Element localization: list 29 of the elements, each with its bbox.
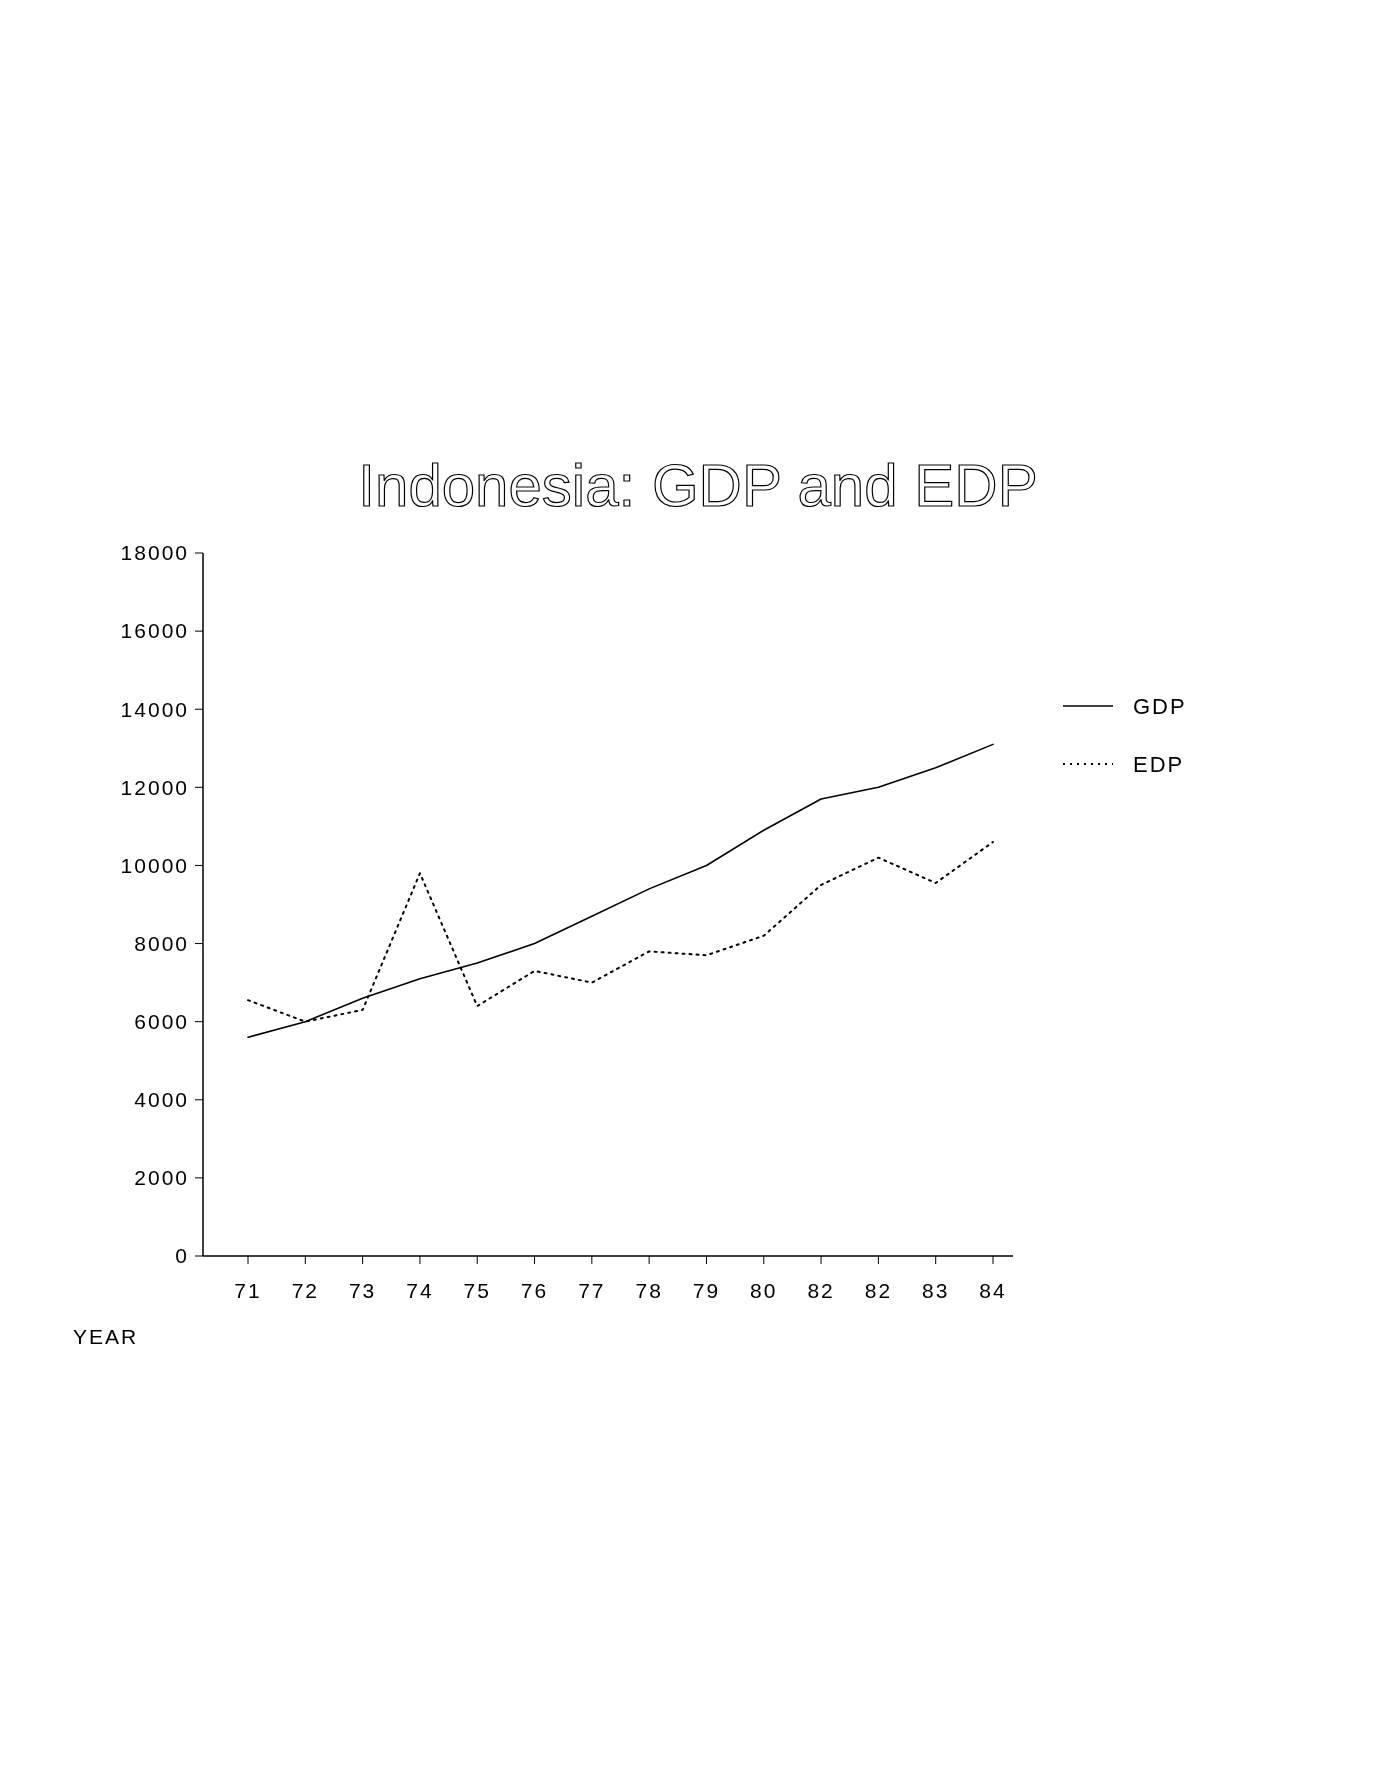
y-tick-label: 2000: [134, 1166, 189, 1190]
line-series: [247, 743, 994, 1039]
y-tick-label: 6000: [134, 1010, 189, 1034]
x-tick-label: 78: [635, 1279, 663, 1302]
x-tick-label: 73: [348, 1279, 377, 1302]
x-tick-label: 74: [406, 1279, 434, 1302]
x-tick-label: 79: [692, 1279, 721, 1302]
x-tick-label: 82: [864, 1279, 893, 1302]
y-tick-label: 8000: [134, 931, 189, 955]
x-tick-label: 77: [578, 1279, 606, 1302]
y-tick-label: 12000: [120, 775, 189, 799]
y-tick-label: 16000: [120, 619, 189, 643]
y-tick-label: 18000: [120, 541, 189, 565]
x-tick-label: 75: [463, 1279, 491, 1302]
legend-label: GDP: [1133, 693, 1187, 719]
legend-label: EDP: [1133, 751, 1185, 777]
x-tick-label: 80: [750, 1279, 778, 1302]
y-tick-label: 4000: [134, 1088, 189, 1112]
x-tick-label: 82: [807, 1279, 835, 1302]
x-tick-label: 83: [922, 1279, 950, 1302]
x-tick-label: 76: [520, 1279, 549, 1302]
x-axis-title: YEAR: [73, 1325, 139, 1348]
y-tick-label: 14000: [120, 697, 189, 721]
y-tick-label: 10000: [120, 853, 189, 877]
x-tick-label: 84: [979, 1279, 1007, 1302]
chart-title: Indonesia: GDP and EDP: [358, 452, 1038, 519]
x-tick-label: 71: [234, 1279, 262, 1302]
y-tick-label: 0: [175, 1244, 189, 1268]
x-tick-label: 72: [291, 1279, 319, 1302]
